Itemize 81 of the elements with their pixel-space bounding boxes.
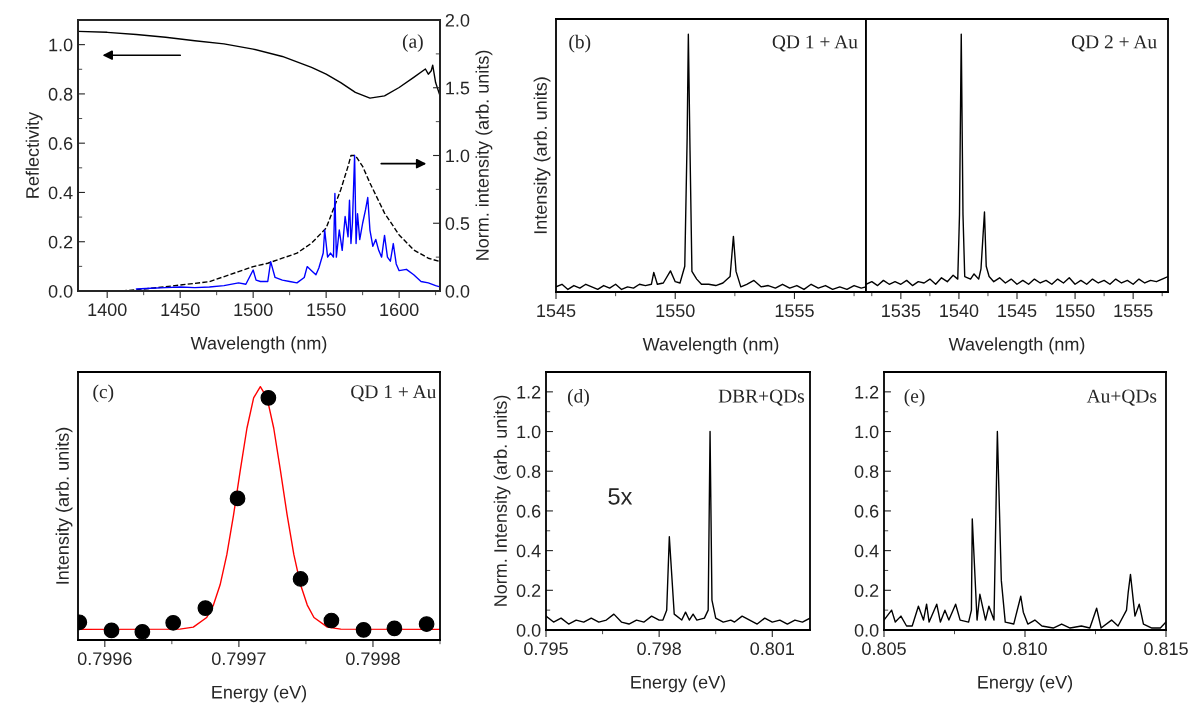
y-axis-title: Intensity (arb. units) — [533, 77, 551, 234]
x-tick-label: 0.810 — [1003, 642, 1047, 656]
y-tick-label: 1.0 — [855, 425, 879, 439]
y-tick-label: 0.4 — [854, 544, 879, 558]
y-tick-label: 0.6 — [516, 504, 541, 518]
y2-tick-label: 1.0 — [446, 149, 470, 163]
point — [292, 571, 309, 587]
x-tick-label: 1550 — [656, 304, 695, 318]
x-tick-label: 1400 — [88, 303, 127, 317]
annotation: QD 1 + Au — [351, 385, 437, 402]
y-tick-label: 0.8 — [516, 465, 541, 478]
y2-axis-title: Norm. intensity (arb. units) — [475, 50, 493, 260]
x-axis-title: Wavelength (nm) — [642, 337, 779, 355]
y-tick-label: 0.0 — [854, 623, 879, 637]
x-tick-label: 1555 — [775, 304, 814, 318]
x-tick-label: 1540 — [940, 304, 979, 318]
y-tick-label: 0.8 — [854, 465, 879, 478]
y-tick-label: 0.0 — [516, 623, 541, 637]
annotation: (d) — [567, 388, 589, 407]
x-tick-label: 1550 — [1056, 304, 1095, 318]
point — [386, 620, 403, 637]
x-tick-label: 1600 — [380, 303, 419, 317]
y-tick-label: 0.6 — [854, 504, 879, 518]
annotation: QD 2 + Au — [1071, 35, 1157, 52]
y-tick-label: 0.2 — [516, 584, 541, 598]
x-tick-label: 0.801 — [750, 642, 794, 656]
annotation: QD 1 + Au — [772, 35, 858, 52]
x-tick-label: 1535 — [882, 304, 921, 318]
annotation: (a) — [402, 34, 423, 52]
x-tick-label: 0.805 — [862, 642, 906, 656]
x-tick-label: 1555 — [1114, 304, 1153, 318]
y-tick-label: 1.0 — [49, 38, 73, 52]
y-tick-label: 0.2 — [854, 584, 879, 598]
line-series — [78, 30, 440, 99]
point — [418, 616, 435, 632]
x-tick-label: 0.7998 — [346, 652, 400, 666]
y-tick-label: 0.4 — [48, 186, 73, 200]
x-tick-label: 0.798 — [637, 642, 681, 656]
annotation: DBR+QDs — [718, 389, 805, 406]
point — [260, 389, 277, 406]
point — [323, 612, 340, 629]
y2-tick-label: 0.5 — [445, 217, 470, 230]
x-tick-label: 1500 — [234, 303, 273, 317]
x-tick-label: 1550 — [307, 303, 346, 317]
x-tick-label: 1545 — [537, 304, 576, 318]
y-axis-title: Reflectivity — [25, 111, 43, 198]
point — [229, 490, 246, 507]
x-tick-label: 1545 — [998, 304, 1037, 318]
y-axis-title: Intensity (arb. units) — [55, 427, 73, 584]
point — [103, 622, 120, 639]
annotation: Au+QDs — [1086, 389, 1157, 406]
y-tick-label: 0.2 — [48, 235, 73, 249]
annotation: (b) — [569, 34, 591, 53]
y-tick-label: 1.0 — [517, 425, 541, 439]
y-tick-label: 1.2 — [517, 385, 541, 399]
annotation: 5x — [608, 488, 633, 505]
y2-tick-label: 2.0 — [445, 13, 470, 27]
point — [165, 614, 182, 631]
x-tick-label: 0.815 — [1144, 642, 1188, 656]
point — [197, 600, 214, 616]
y-tick-label: 0.0 — [48, 284, 73, 298]
x-tick-label: 0.795 — [524, 642, 568, 656]
y-tick-label: 0.6 — [48, 137, 73, 150]
annotation: (e) — [904, 388, 925, 407]
y-tick-label: 0.4 — [516, 544, 541, 558]
point — [355, 621, 372, 638]
y2-tick-label: 0.0 — [445, 284, 470, 298]
x-axis-title: Wavelength (nm) — [948, 337, 1085, 355]
point — [134, 624, 151, 640]
x-axis-title: Energy (eV) — [978, 675, 1073, 693]
y-tick-label: 0.8 — [48, 87, 73, 101]
annotation: (c) — [93, 384, 114, 403]
x-tick-label: 0.7996 — [77, 652, 132, 666]
y-tick-label: 1.2 — [855, 385, 879, 399]
x-tick-label: 0.7997 — [211, 652, 266, 666]
y-axis-title: Norm. Intensity (arb. units) — [493, 395, 511, 606]
x-tick-label: 1450 — [161, 303, 200, 317]
y2-tick-label: 1.5 — [446, 81, 470, 95]
x-axis-title: Energy (eV) — [212, 685, 307, 703]
x-axis-title: Energy (eV) — [631, 675, 726, 693]
x-axis-title: Wavelength (nm) — [190, 336, 327, 354]
